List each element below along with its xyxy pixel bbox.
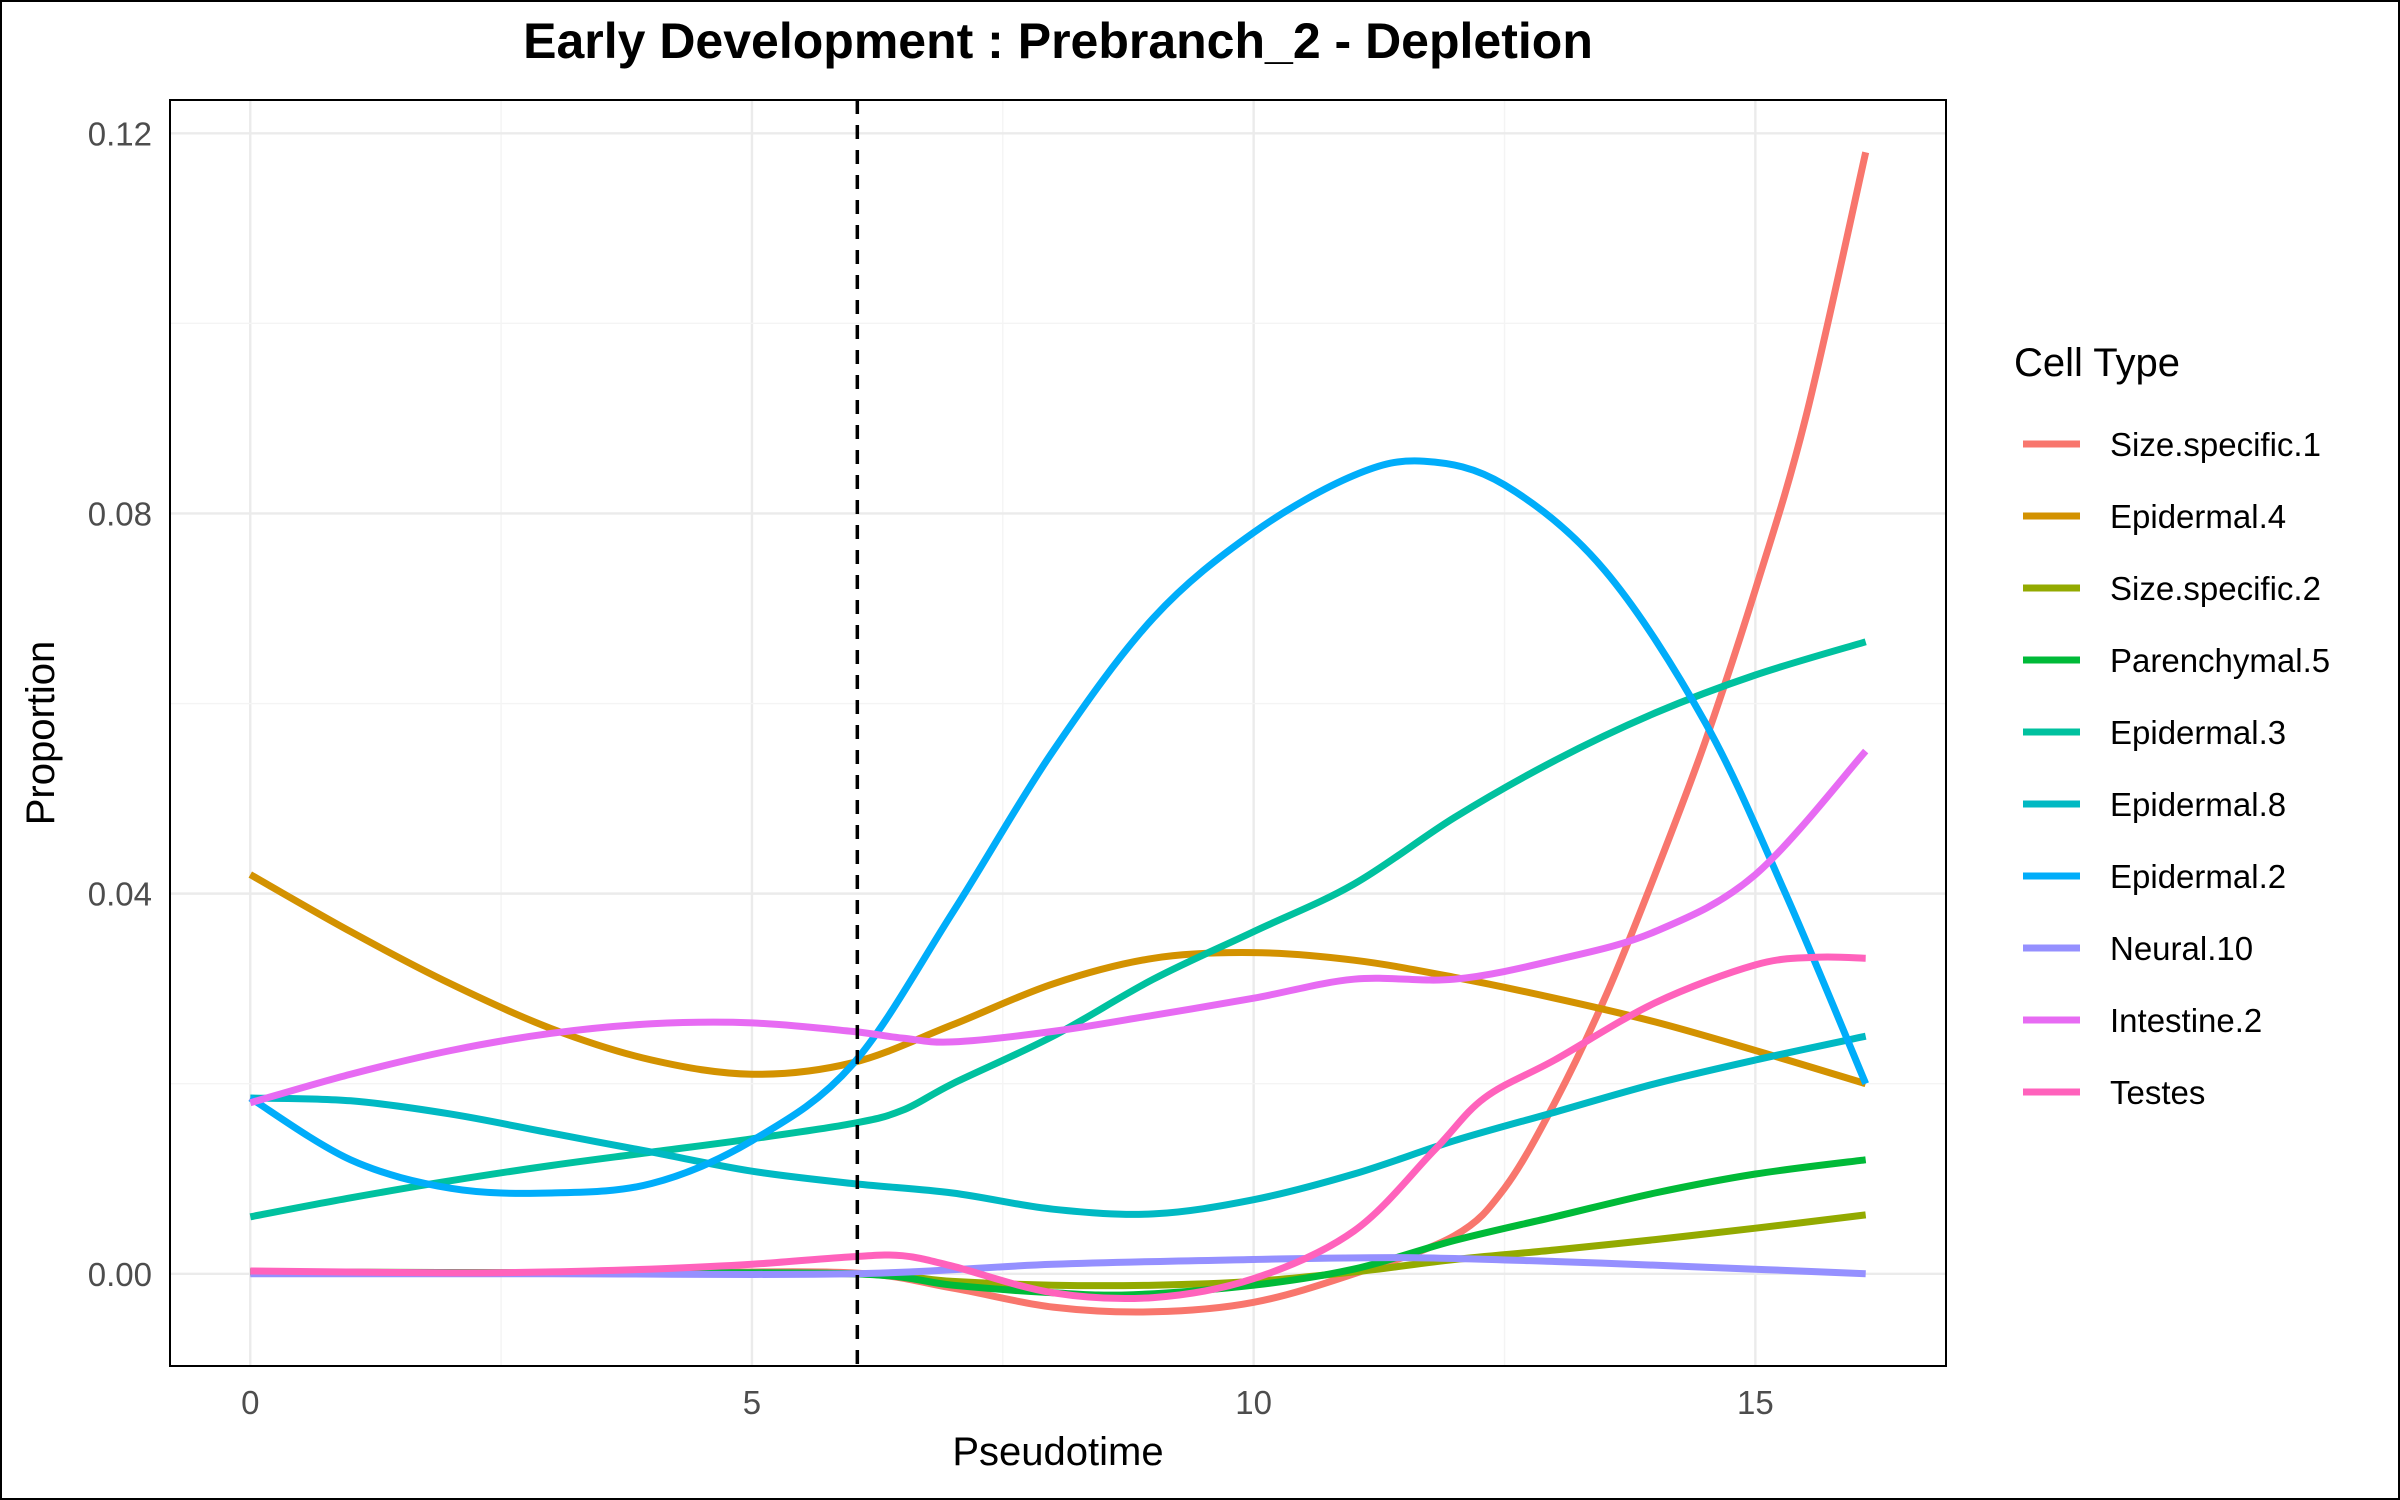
legend-items: Size.specific.1 Epidermal.4 Size.specific.… [2023, 426, 2330, 1111]
series-lines [248, 151, 1870, 1316]
legend-label-epidermal-4: Epidermal.4 [2110, 498, 2286, 535]
series-line-epidermal-8 [250, 1032, 1867, 1218]
plot-panel-border [169, 99, 1947, 1367]
y-tick-label: 0.12 [88, 115, 152, 152]
series-line-epidermal-3 [249, 638, 1867, 1221]
series-line-intestine-2 [249, 748, 1869, 1107]
legend: Cell Type Size.specific.1Epidermal.4Size… [2014, 341, 2330, 1111]
legend-label-epidermal-2: Epidermal.2 [2110, 858, 2286, 895]
grid [170, 100, 1946, 1366]
x-tick-label: 15 [1737, 1384, 1774, 1421]
x-axis-ticks: 0 5 10 15 [241, 1384, 1774, 1421]
legend-label-epidermal-8: Epidermal.8 [2110, 786, 2286, 823]
x-tick-label: 10 [1235, 1384, 1272, 1421]
series-line-testes [250, 953, 1866, 1303]
legend-label-parenchymal-5: Parenchymal.5 [2110, 642, 2330, 679]
y-tick-label: 0.08 [88, 495, 152, 532]
chart-title: Early Development : Prebranch_2 - Deplet… [523, 13, 1593, 69]
x-tick-label: 5 [743, 1384, 761, 1421]
y-axis-label: Proportion [19, 641, 63, 826]
legend-title: Cell Type [2014, 341, 2180, 385]
y-tick-label: 0.00 [88, 1256, 152, 1293]
series-line-epidermal-4 [248, 871, 1867, 1088]
legend-label-testes: Testes [2110, 1074, 2205, 1111]
y-tick-label: 0.04 [88, 876, 152, 913]
series-line-epidermal-2 [248, 457, 1869, 1197]
legend-label-epidermal-3: Epidermal.3 [2110, 714, 2286, 751]
legend-label-size-specific-2: Size.specific.2 [2110, 570, 2321, 607]
legend-label-size-specific-1: Size.specific.1 [2110, 426, 2321, 463]
x-tick-label: 0 [241, 1384, 259, 1421]
x-axis-label: Pseudotime [952, 1430, 1163, 1474]
y-axis-ticks: 0.00 0.04 0.08 0.12 [88, 115, 152, 1293]
legend-label-intestine-2: Intestine.2 [2110, 1002, 2262, 1039]
legend-label-neural-10: Neural.10 [2110, 930, 2253, 967]
